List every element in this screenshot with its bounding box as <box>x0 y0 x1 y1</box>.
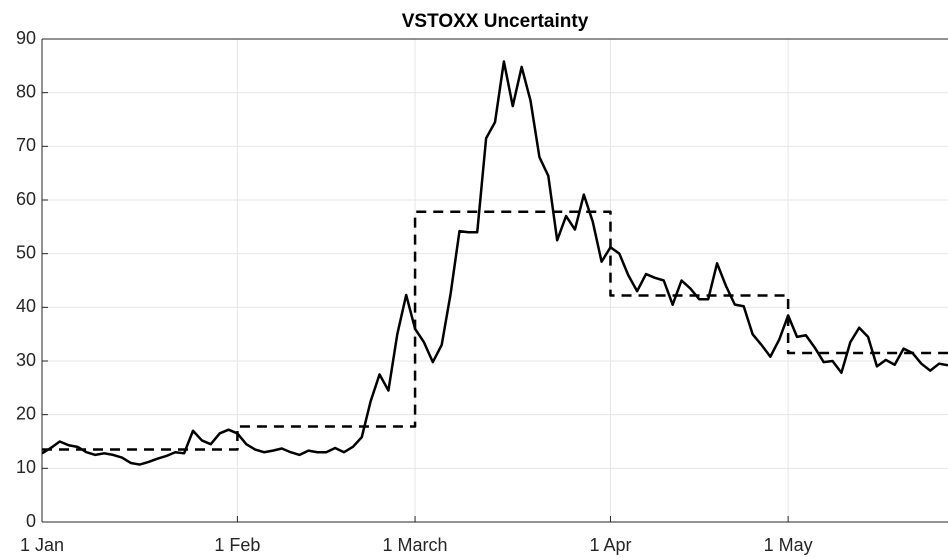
x-tick-label: 1 May <box>764 535 813 555</box>
y-tick-label: 20 <box>16 403 36 423</box>
y-tick-label: 70 <box>16 135 36 155</box>
y-tick-label: 10 <box>16 457 36 477</box>
series-line <box>42 210 948 451</box>
series-line <box>41 60 948 466</box>
y-tick-label: 50 <box>16 242 36 262</box>
x-tick-label: 1 Jan <box>20 535 64 555</box>
y-tick-label: 60 <box>16 189 36 209</box>
x-tick-label: 1 Feb <box>214 535 260 555</box>
x-tick-label: 1 March <box>383 535 448 555</box>
y-tick-label: 40 <box>16 296 36 316</box>
y-tick-label: 0 <box>26 511 36 531</box>
y-tick-label: 30 <box>16 350 36 370</box>
chart-title: VSTOXX Uncertainty <box>402 11 589 32</box>
y-tick-label: 90 <box>16 28 36 48</box>
y-tick-label: 80 <box>16 81 36 101</box>
x-tick-label: 1 Apr <box>589 535 631 555</box>
